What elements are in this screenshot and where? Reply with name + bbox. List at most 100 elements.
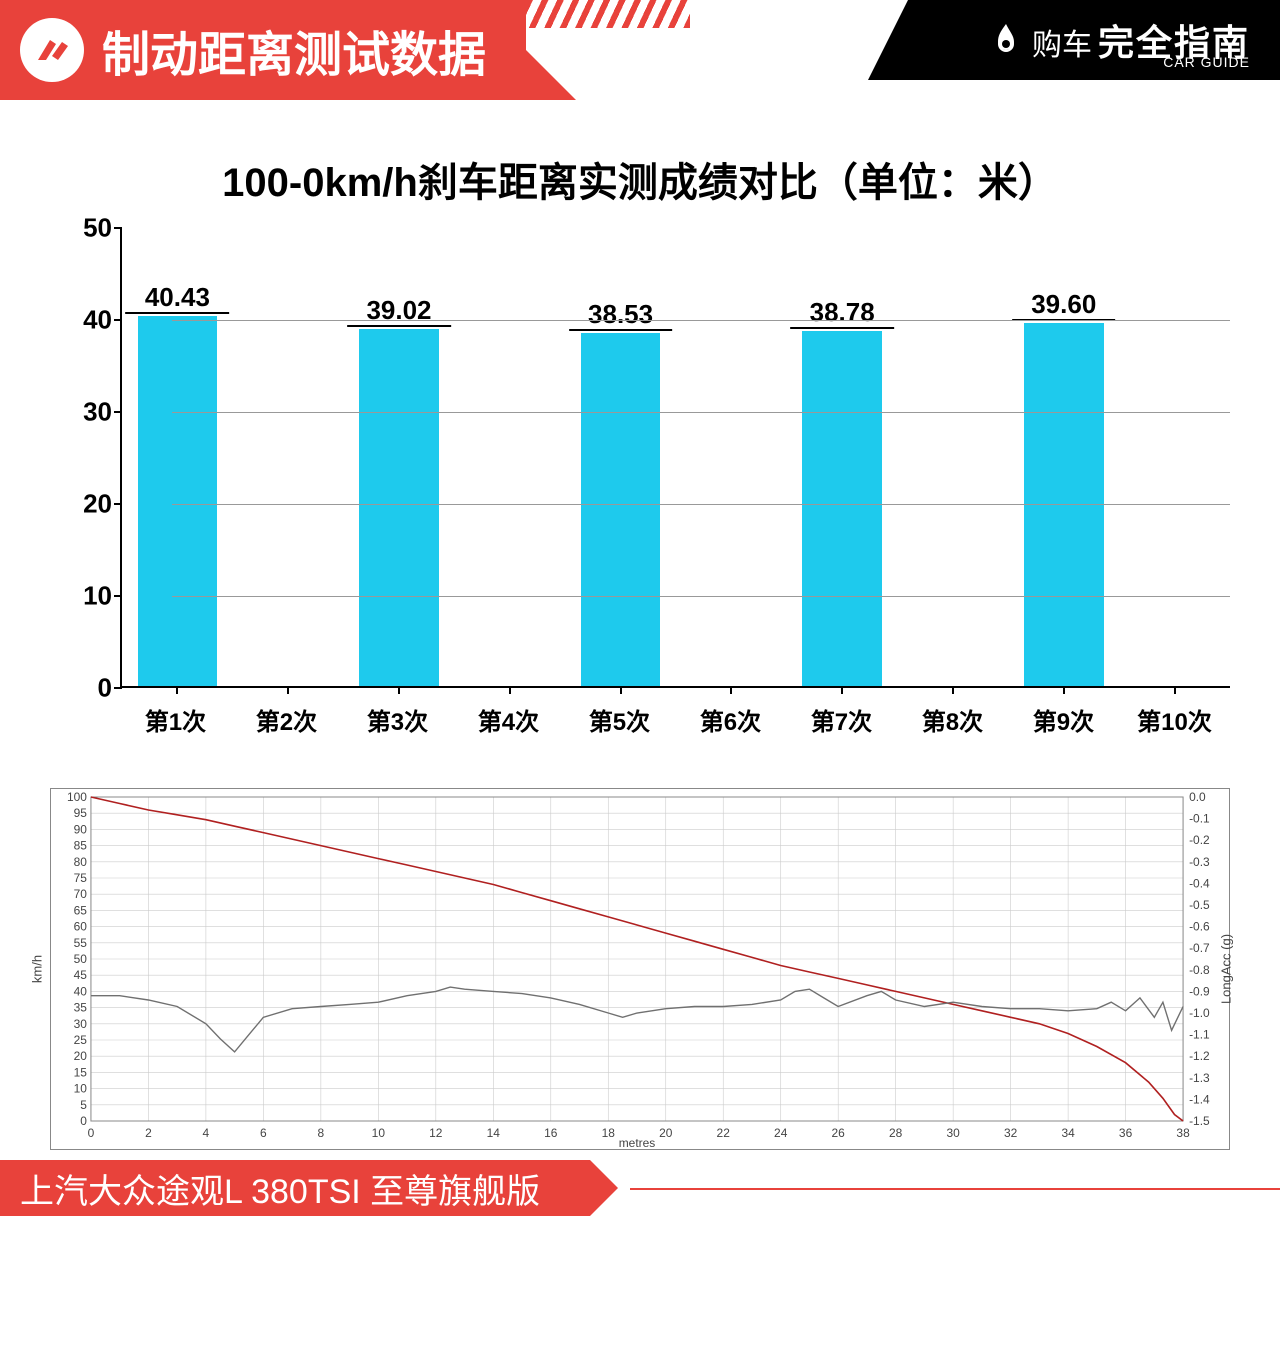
logo-en: CAR GUIDE: [1163, 54, 1250, 70]
line-y1-tick: 25: [74, 1033, 88, 1047]
bar-gridline: [172, 504, 1230, 505]
bar-y-tick: 10: [83, 581, 112, 612]
bar-slot: 38.53: [565, 228, 676, 686]
bar-label-underline: [347, 325, 451, 327]
line-y2-tick: -1.5: [1189, 1114, 1210, 1128]
bar-y-tick: 20: [83, 489, 112, 520]
line-y1-tick: 35: [74, 1001, 88, 1015]
line-y1-tick: 100: [67, 790, 87, 804]
bar-slot: 40.43: [122, 228, 233, 686]
bar: 40.43: [138, 316, 218, 686]
bar-slot: 39.60: [1008, 228, 1119, 686]
footer: 上汽大众途观L 380TSI 至尊旗舰版: [0, 1160, 1280, 1216]
bar-y-tickmark: [114, 595, 122, 597]
bar-x-label: 第8次: [897, 688, 1008, 738]
line-y1-tick: 70: [74, 887, 88, 901]
line-y2-tick: -0.7: [1189, 941, 1210, 955]
bar-y-tickmark: [114, 319, 122, 321]
line-y1-tick: 30: [74, 1017, 88, 1031]
bar-y-tickmark: [114, 411, 122, 413]
line-y2-tick: 0.0: [1189, 790, 1206, 804]
bar-slot: 39.02: [344, 228, 455, 686]
line-y1-tick: 50: [74, 952, 88, 966]
bar-y-tick: 40: [83, 305, 112, 336]
line-y1-tick: 10: [74, 1082, 88, 1096]
line-y2-tick: -0.4: [1189, 876, 1210, 890]
line-y2-tick: -0.8: [1189, 963, 1210, 977]
bar-gridline: [172, 412, 1230, 413]
header-title: 制动距离测试数据: [102, 15, 486, 85]
line-y1-tick: 20: [74, 1049, 88, 1063]
line-y2-tick: -0.2: [1189, 833, 1210, 847]
line-x-tick: 28: [889, 1126, 903, 1140]
line-x-tick: 38: [1176, 1126, 1190, 1140]
page-container: 制动距离测试数据 购车 完全指南 CAR GUIDE 100-0km/h刹车距离…: [0, 0, 1280, 1216]
bar-gridline: [172, 596, 1230, 597]
line-x-tick: 12: [429, 1126, 443, 1140]
line-y1-tick: 95: [74, 806, 88, 820]
bar-x-label: 第6次: [675, 688, 786, 738]
bar-x-label: 第10次: [1119, 688, 1230, 738]
line-y1-tick: 0: [80, 1114, 87, 1128]
footer-line: [630, 1188, 1280, 1190]
line-x-tick: 2: [145, 1126, 152, 1140]
line-y2-tick: -1.2: [1189, 1049, 1210, 1063]
bar: 38.78: [802, 331, 882, 686]
line-chart: km/h LongAcc (g) 05101520253035404550556…: [50, 788, 1230, 1150]
line-y1-tick: 45: [74, 968, 88, 982]
header: 制动距离测试数据 购车 完全指南 CAR GUIDE: [0, 0, 1280, 100]
line-y1-tick: 15: [74, 1065, 88, 1079]
line-y1-tick: 40: [74, 984, 88, 998]
line-y1-tick: 80: [74, 855, 88, 869]
line-y1-tick: 75: [74, 871, 88, 885]
header-logo-banner: 购车 完全指南 CAR GUIDE: [908, 0, 1280, 80]
bar-y-tick: 0: [98, 673, 112, 704]
line-y2-tick: -0.3: [1189, 855, 1210, 869]
line-y2-tick: -0.5: [1189, 898, 1210, 912]
line-x-tick: 36: [1119, 1126, 1133, 1140]
bar-x-label: 第3次: [342, 688, 453, 738]
line-x-label: metres: [619, 1136, 656, 1149]
line-y2-tick: -1.4: [1189, 1092, 1210, 1106]
line-y1-label: km/h: [30, 955, 45, 983]
bar-y-tickmark: [114, 227, 122, 229]
line-y2-tick: -0.1: [1189, 812, 1210, 826]
bar-gridline: [172, 320, 1230, 321]
line-y1-tick: 65: [74, 903, 88, 917]
bar: 38.53: [581, 333, 661, 686]
bar-x-label: 第4次: [453, 688, 564, 738]
line-x-tick: 10: [372, 1126, 386, 1140]
line-x-tick: 32: [1004, 1126, 1018, 1140]
line-y1-tick: 60: [74, 920, 88, 934]
line-y2-tick: -1.1: [1189, 1028, 1210, 1042]
line-x-tick: 20: [659, 1126, 673, 1140]
line-x-tick: 34: [1061, 1126, 1075, 1140]
line-x-tick: 18: [602, 1126, 616, 1140]
header-red-banner: 制动距离测试数据: [0, 0, 526, 100]
bar-chart-title: 100-0km/h刹车距离实测成绩对比（单位：米）: [0, 150, 1280, 208]
line-x-tick: 26: [832, 1126, 846, 1140]
brake-icon: [20, 18, 84, 82]
line-y1-tick: 5: [80, 1098, 87, 1112]
line-y2-tick: -0.6: [1189, 920, 1210, 934]
line-x-tick: 14: [487, 1126, 501, 1140]
bar-value-label: 40.43: [145, 282, 210, 313]
bar-y-tick: 30: [83, 397, 112, 428]
line-x-tick: 24: [774, 1126, 788, 1140]
line-y2-tick: -0.9: [1189, 984, 1210, 998]
line-y1-tick: 85: [74, 839, 88, 853]
line-x-tick: 30: [946, 1126, 960, 1140]
bar-value-label: 39.60: [1031, 289, 1096, 320]
line-y2-tick: -1.0: [1189, 1006, 1210, 1020]
line-y1-tick: 90: [74, 822, 88, 836]
bar-value-label: 38.53: [588, 299, 653, 330]
bar-plot-area: 40.43 39.02 38.53 38.78 39.60: [120, 228, 1230, 688]
line-y2-label: LongAcc (g): [1218, 934, 1233, 1004]
bar-y-axis: 01020304050: [70, 228, 120, 688]
bar-y-tick: 50: [83, 213, 112, 244]
line-y1-tick: 55: [74, 936, 88, 950]
line-y2-tick: -1.3: [1189, 1071, 1210, 1085]
bar-x-label: 第5次: [564, 688, 675, 738]
bar-x-label: 第1次: [120, 688, 231, 738]
bar-slot: [1119, 228, 1230, 686]
